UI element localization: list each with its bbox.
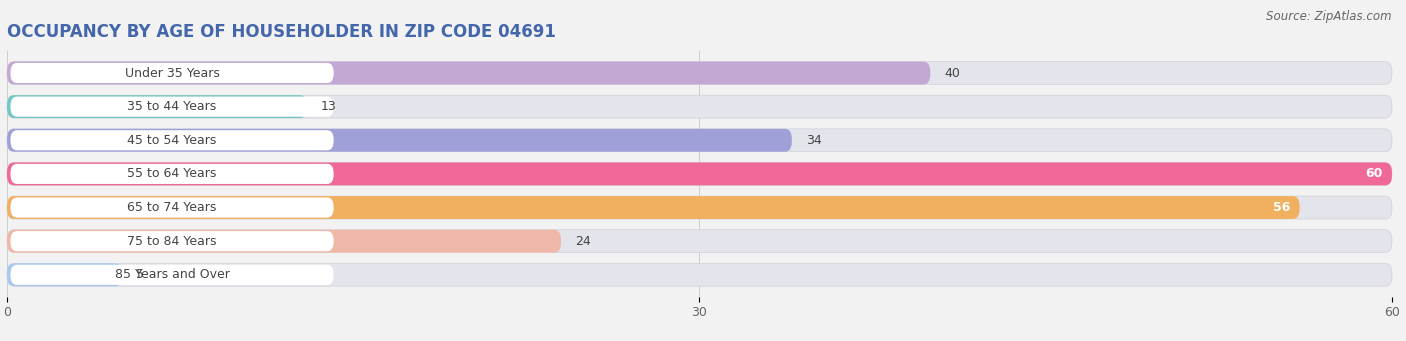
Text: 35 to 44 Years: 35 to 44 Years <box>128 100 217 113</box>
Text: 13: 13 <box>321 100 336 113</box>
Text: 75 to 84 Years: 75 to 84 Years <box>128 235 217 248</box>
Text: 55 to 64 Years: 55 to 64 Years <box>128 167 217 180</box>
Text: OCCUPANCY BY AGE OF HOUSEHOLDER IN ZIP CODE 04691: OCCUPANCY BY AGE OF HOUSEHOLDER IN ZIP C… <box>7 23 555 41</box>
FancyBboxPatch shape <box>7 230 1392 253</box>
FancyBboxPatch shape <box>10 63 333 83</box>
Text: Source: ZipAtlas.com: Source: ZipAtlas.com <box>1267 10 1392 23</box>
FancyBboxPatch shape <box>7 196 1299 219</box>
FancyBboxPatch shape <box>10 164 333 184</box>
FancyBboxPatch shape <box>7 129 1392 152</box>
Text: 60: 60 <box>1365 167 1382 180</box>
FancyBboxPatch shape <box>10 97 333 117</box>
FancyBboxPatch shape <box>7 95 1392 118</box>
FancyBboxPatch shape <box>7 263 1392 286</box>
FancyBboxPatch shape <box>7 230 561 253</box>
FancyBboxPatch shape <box>7 162 1392 186</box>
FancyBboxPatch shape <box>10 231 333 251</box>
Text: 56: 56 <box>1272 201 1291 214</box>
Text: 24: 24 <box>575 235 591 248</box>
Text: 45 to 54 Years: 45 to 54 Years <box>128 134 217 147</box>
FancyBboxPatch shape <box>10 130 333 150</box>
FancyBboxPatch shape <box>7 196 1392 219</box>
FancyBboxPatch shape <box>7 129 792 152</box>
FancyBboxPatch shape <box>7 95 307 118</box>
FancyBboxPatch shape <box>7 263 122 286</box>
FancyBboxPatch shape <box>7 162 1392 186</box>
Text: 65 to 74 Years: 65 to 74 Years <box>128 201 217 214</box>
Text: Under 35 Years: Under 35 Years <box>125 66 219 79</box>
FancyBboxPatch shape <box>10 197 333 218</box>
Text: 5: 5 <box>136 268 145 281</box>
FancyBboxPatch shape <box>7 62 1392 85</box>
FancyBboxPatch shape <box>7 62 931 85</box>
Text: 40: 40 <box>945 66 960 79</box>
FancyBboxPatch shape <box>10 265 333 285</box>
Text: 85 Years and Over: 85 Years and Over <box>115 268 229 281</box>
Text: 34: 34 <box>806 134 821 147</box>
